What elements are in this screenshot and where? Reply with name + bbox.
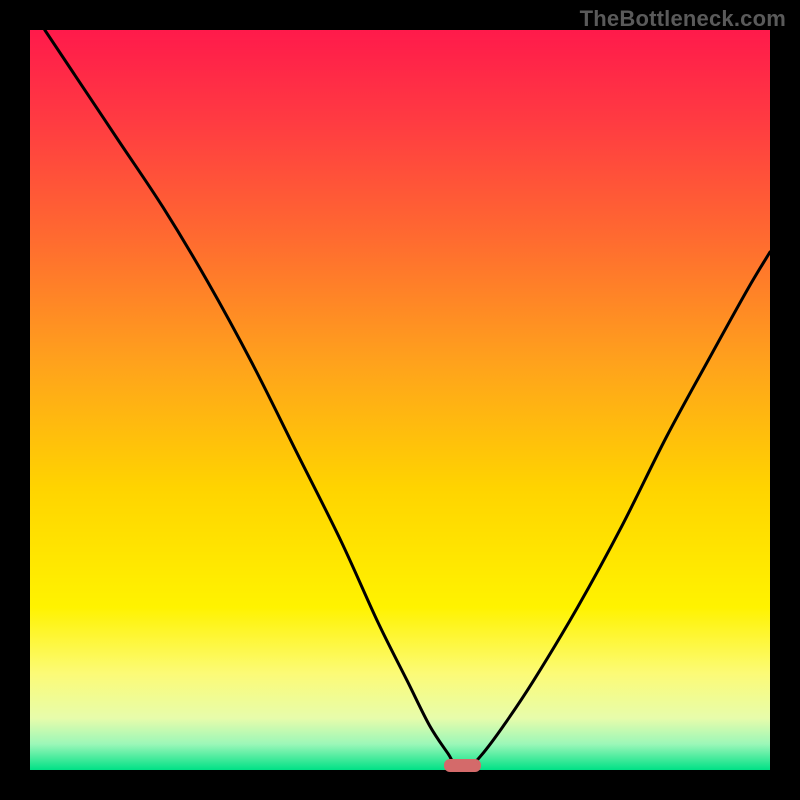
plot-area [30,30,770,770]
bottleneck-chart-svg [30,30,770,770]
bottleneck-marker [444,759,481,772]
watermark-text: TheBottleneck.com [580,6,786,32]
gradient-background [30,30,770,770]
chart-frame: TheBottleneck.com [0,0,800,800]
